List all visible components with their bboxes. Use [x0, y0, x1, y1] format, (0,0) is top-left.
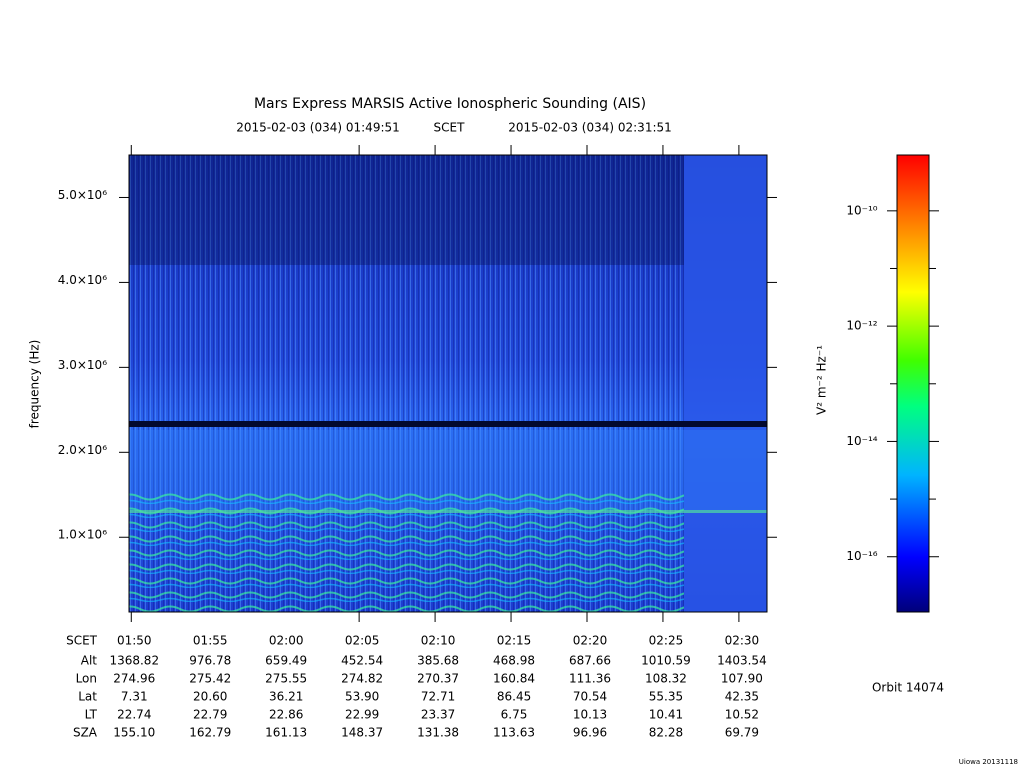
- ephemeris-value: 161.13: [265, 726, 307, 740]
- ephemeris-value: 148.37: [341, 726, 383, 740]
- ephemeris-value: 10.13: [573, 708, 607, 722]
- x-tick-label: 02:00: [269, 634, 304, 648]
- ephemeris-value: 82.28: [649, 726, 683, 740]
- time-end: 2015-02-03 (034) 02:31:51: [508, 121, 672, 135]
- credit: Uiowa 20131118: [959, 758, 1018, 766]
- ephemeris-value: 976.78: [189, 654, 231, 668]
- ephemeris-value: 69.79: [725, 726, 759, 740]
- x-tick-label: 01:50: [117, 634, 152, 648]
- colorbar: [896, 154, 930, 613]
- colorbar-label: V² m⁻² Hz⁻¹: [815, 345, 829, 415]
- ephemeris-value: 385.68: [417, 654, 459, 668]
- ephemeris-value: 270.37: [417, 672, 459, 686]
- ephemeris-value: 659.49: [265, 654, 307, 668]
- ephemeris-value: 22.86: [269, 708, 303, 722]
- y-tick-label: 1.0×10⁶: [58, 528, 107, 542]
- x-tick-label: 02:20: [573, 634, 608, 648]
- ephemeris-value: 274.82: [341, 672, 383, 686]
- ephemeris-value: 1403.54: [717, 654, 767, 668]
- colorbar-tick-label: 10⁻¹⁴: [846, 434, 877, 448]
- x-tick-label: 02:30: [725, 634, 760, 648]
- x-tick-label: 02:10: [421, 634, 456, 648]
- ephemeris-value: 1368.82: [109, 654, 159, 668]
- ephemeris-value: 162.79: [189, 726, 231, 740]
- ephemeris-row-label: SCET: [66, 634, 98, 648]
- colorbar-tick-label: 10⁻¹²: [846, 319, 877, 333]
- chart-title: Mars Express MARSIS Active Ionospheric S…: [254, 96, 646, 112]
- ephemeris-value: 42.35: [725, 690, 759, 704]
- ephemeris-value: 22.79: [193, 708, 227, 722]
- colorbar-tick-label: 10⁻¹⁰: [846, 203, 877, 217]
- ephemeris-value: 160.84: [493, 672, 535, 686]
- ephemeris-value: 687.66: [569, 654, 611, 668]
- ephemeris-value: 7.31: [121, 690, 148, 704]
- x-tick-label: 01:55: [193, 634, 228, 648]
- x-tick-label: 02:05: [345, 634, 380, 648]
- ephemeris-value: 452.54: [341, 654, 383, 668]
- ephemeris-value: 72.71: [421, 690, 455, 704]
- y-axis-label: frequency (Hz): [28, 340, 42, 429]
- ephemeris-value: 10.41: [649, 708, 683, 722]
- ephemeris-row-label: LT: [85, 708, 98, 722]
- colorbar-tick-label: 10⁻¹⁶: [846, 549, 877, 563]
- ephemeris-value: 22.74: [117, 708, 151, 722]
- time-system: SCET: [434, 121, 466, 135]
- ephemeris-value: 70.54: [573, 690, 607, 704]
- ephemeris-value: 23.37: [421, 708, 455, 722]
- ephemeris-value: 131.38: [417, 726, 459, 740]
- ephemeris-value: 275.42: [189, 672, 231, 686]
- ephemeris-value: 55.35: [649, 690, 683, 704]
- ephemeris-value: 36.21: [269, 690, 303, 704]
- plot-frame: [128, 154, 768, 613]
- ephemeris-row-label: Lon: [76, 672, 97, 686]
- ephemeris-value: 1010.59: [641, 654, 691, 668]
- ephemeris-value: 107.90: [721, 672, 763, 686]
- ephemeris-value: 96.96: [573, 726, 607, 740]
- ephemeris-value: 20.60: [193, 690, 227, 704]
- y-tick-label: 2.0×10⁶: [58, 443, 107, 457]
- ephemeris-value: 468.98: [493, 654, 535, 668]
- ephemeris-value: 6.75: [501, 708, 528, 722]
- ephemeris-value: 274.96: [113, 672, 155, 686]
- ephemeris-row-label: Alt: [81, 654, 98, 668]
- spectrogram-image: [129, 155, 767, 612]
- ephemeris-value: 86.45: [497, 690, 531, 704]
- x-tick-label: 02:25: [649, 634, 684, 648]
- ephemeris-value: 113.63: [493, 726, 535, 740]
- ephemeris-value: 10.52: [725, 708, 759, 722]
- ephemeris-value: 275.55: [265, 672, 307, 686]
- ephemeris-value: 111.36: [569, 672, 611, 686]
- ephemeris-value: 155.10: [113, 726, 155, 740]
- ephemeris-value: 22.99: [345, 708, 379, 722]
- orbit-label: Orbit 14074: [872, 681, 944, 695]
- x-tick-label: 02:15: [497, 634, 532, 648]
- time-start: 2015-02-03 (034) 01:49:51: [236, 121, 400, 135]
- y-tick-label: 4.0×10⁶: [58, 273, 107, 287]
- ephemeris-value: 53.90: [345, 690, 379, 704]
- y-tick-label: 5.0×10⁶: [58, 188, 107, 202]
- y-tick-label: 3.0×10⁶: [58, 358, 107, 372]
- ephemeris-value: 108.32: [645, 672, 687, 686]
- ephemeris-row-label: Lat: [78, 690, 97, 704]
- ephemeris-row-label: SZA: [73, 726, 98, 740]
